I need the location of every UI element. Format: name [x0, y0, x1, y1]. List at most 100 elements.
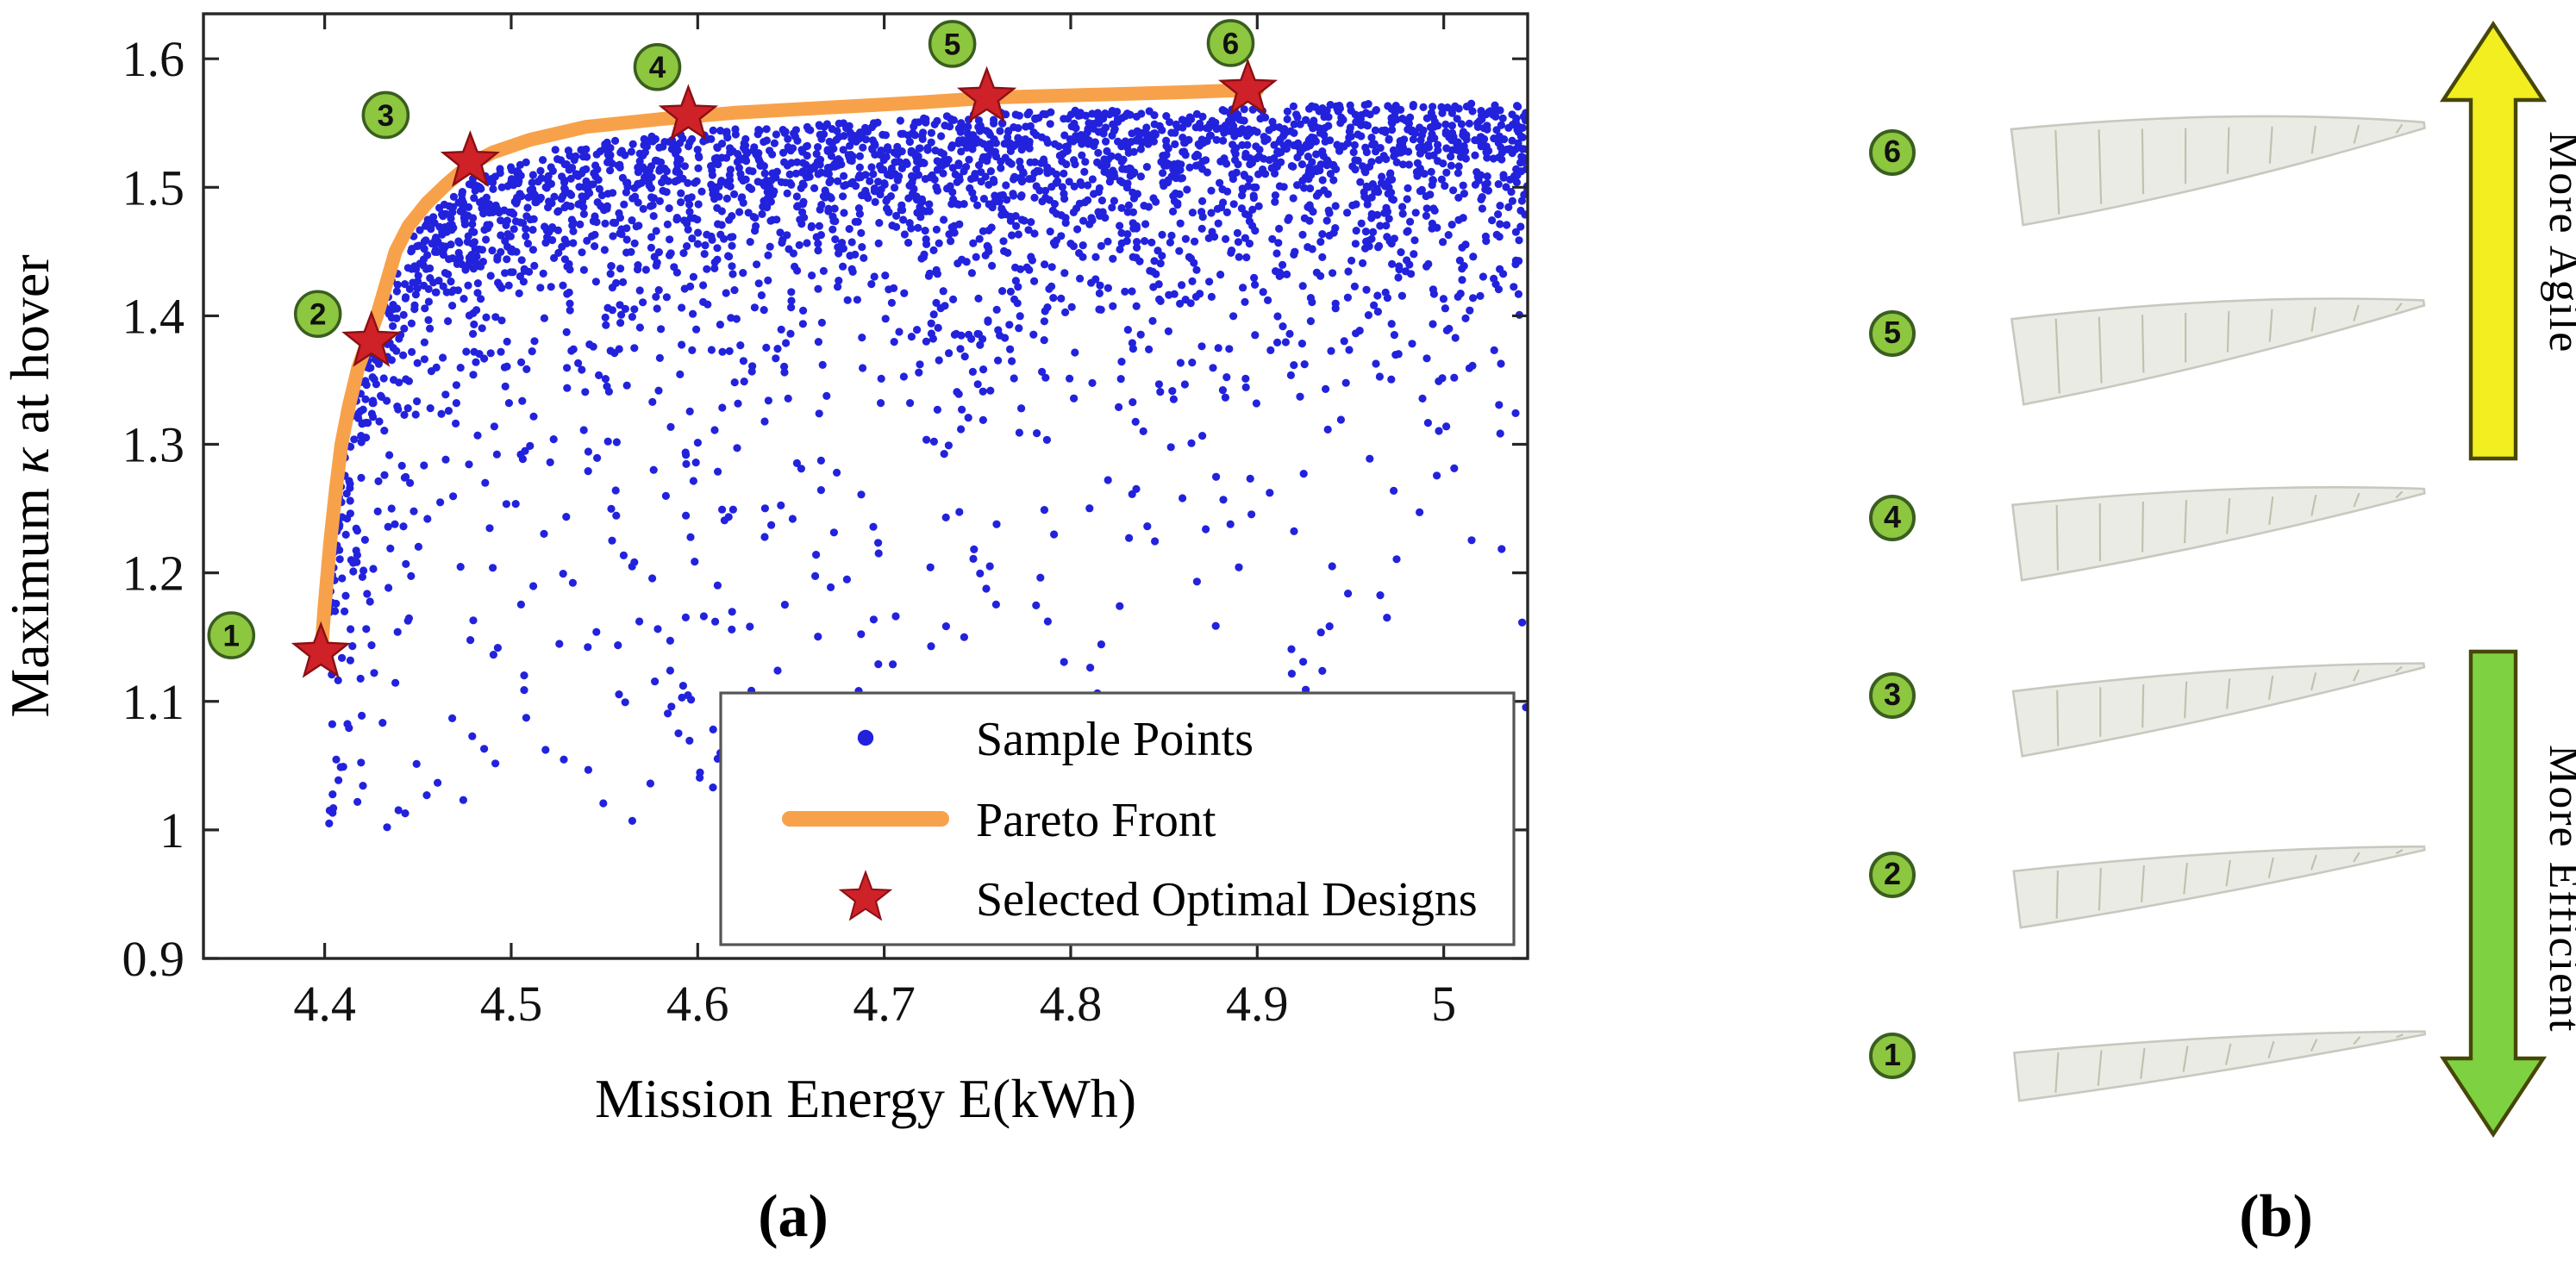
y-tick-label: 0.9 — [122, 931, 185, 987]
blade-rib — [2054, 318, 2060, 394]
blade-badge-4: 4 — [1869, 494, 1916, 540]
up-arrow-shape — [2439, 21, 2548, 461]
y-tick-label: 1.6 — [122, 31, 185, 87]
legend-star-marker — [838, 870, 893, 921]
blade-rib — [2395, 302, 2403, 312]
more-efficient-label: More Efficient — [2540, 744, 2576, 1033]
blade-design-3 — [2011, 662, 2426, 758]
blade-badge-6: 6 — [1869, 128, 1916, 175]
blade-rib — [2226, 310, 2230, 353]
blade-badge-5: 5 — [1869, 309, 1916, 356]
optimal-design-star-5 — [956, 66, 1017, 123]
optimal-design-star-3 — [440, 129, 501, 187]
blade-rib — [2353, 1036, 2361, 1045]
blade-rib — [2140, 1047, 2146, 1079]
more-agile-arrow — [2439, 21, 2548, 461]
blade-surface — [2012, 1030, 2427, 1102]
blade-rib — [2225, 678, 2231, 709]
blade-rib — [2310, 125, 2317, 154]
legend-entry-label: Selected Optimal Designs — [976, 873, 1478, 927]
blade-badge-1: 1 — [1869, 1032, 1916, 1078]
blade-rib — [2267, 1040, 2275, 1058]
blade-designs-panel: More Agile More Efficient 6 5 4 3 2 1 — [1759, 0, 2576, 1267]
blade-rib — [2098, 129, 2103, 204]
more-agile-label: More Agile — [2540, 131, 2576, 355]
design-badge-number-2: 2 — [309, 298, 326, 332]
blade-rib — [2224, 1043, 2232, 1065]
design-badge-circle-1 — [207, 611, 256, 659]
legend-entry-label: Sample Points — [976, 713, 1254, 766]
blade-rib — [2226, 498, 2231, 534]
y-tick-label: 1.1 — [122, 674, 185, 730]
blade-rib — [2395, 849, 2404, 855]
pareto-front-line — [314, 83, 1265, 664]
blade-rib — [2098, 316, 2103, 384]
blade-rib — [2268, 126, 2273, 164]
blade-rib — [2353, 304, 2360, 321]
design-badge-circle-3 — [361, 90, 410, 140]
legend: Sample Points Pareto Front Selected Optima… — [719, 691, 1516, 946]
blade-design-5 — [2010, 297, 2426, 406]
blade-surface — [2012, 845, 2426, 929]
blade-rib — [2184, 128, 2187, 184]
axes: 4.4 4.5 4.6 4.7 4.8 4.9 5 0.9 1 1.1 1.2 1.3 1.4 1.5 1.… — [0, 12, 1529, 1129]
x-tick-label: 4.9 — [1226, 976, 1289, 1032]
legend-entry-label: Pareto Front — [976, 794, 1216, 847]
design-badge-number-6: 6 — [1222, 27, 1239, 60]
y-tick-label: 1.2 — [122, 546, 185, 602]
y-axis-title: Maximum κ at hover — [0, 254, 60, 717]
blade-rib — [2353, 852, 2360, 863]
blade-rib — [2226, 127, 2230, 174]
blade-rib — [2310, 672, 2317, 691]
blade-rib — [2183, 862, 2188, 895]
y-tick-label: 1 — [159, 802, 184, 858]
panel-b-label: (b) — [2239, 1183, 2313, 1250]
optimal-design-star-1 — [291, 621, 351, 678]
design-badge-number-4: 4 — [649, 51, 666, 84]
blade-badge-3: 3 — [1869, 671, 1916, 718]
blade-surface — [2011, 662, 2426, 758]
more-efficient-arrow — [2439, 649, 2548, 1138]
blade-rib — [2141, 683, 2145, 728]
y-tick-label: 1.3 — [122, 417, 185, 473]
blade-rib — [2141, 315, 2145, 373]
blade-rib — [2097, 1050, 2103, 1086]
blade-rib — [2141, 128, 2145, 195]
blade-rib — [2267, 675, 2274, 700]
blade-design-2 — [2012, 845, 2426, 929]
x-axis-title: Mission Energy E(kWh) — [595, 1068, 1136, 1129]
x-tick-label: 4.7 — [853, 976, 916, 1032]
design-badge-circle-2 — [293, 290, 342, 339]
design-badge-circle-5 — [928, 20, 977, 68]
blade-surface — [2010, 297, 2426, 406]
blade-rib — [2353, 492, 2360, 508]
blade-rib — [2054, 1052, 2060, 1093]
blade-rib — [2056, 690, 2060, 746]
blade-rib — [2054, 129, 2060, 215]
blade-rib — [2099, 687, 2102, 737]
design-badge-circle-6 — [1206, 19, 1255, 67]
blade-rib — [2353, 124, 2360, 144]
blade-rib — [2225, 859, 2231, 887]
blade-rib — [2310, 854, 2317, 871]
blade-rib — [2098, 867, 2102, 911]
blade-rib — [2310, 494, 2317, 516]
blade-surface — [2010, 485, 2426, 582]
blade-rib — [2182, 1045, 2189, 1072]
design-badge-number-1: 1 — [223, 620, 240, 653]
blade-rib — [2395, 123, 2404, 134]
blade-rib — [2396, 1033, 2404, 1039]
blade-rib — [2098, 502, 2102, 562]
x-tick-label: 4.5 — [480, 976, 543, 1032]
blade-rib — [2055, 870, 2060, 919]
blade-design-1 — [2012, 1030, 2427, 1102]
blade-rib — [2395, 665, 2403, 673]
blade-design-6 — [2010, 115, 2426, 227]
blade-rib — [2268, 309, 2273, 342]
blade-rib — [2184, 500, 2188, 544]
design-badge-number-5: 5 — [944, 28, 960, 61]
blade-rib — [2268, 496, 2274, 526]
blade-rib — [2310, 307, 2317, 332]
blade-design-4 — [2010, 485, 2426, 582]
